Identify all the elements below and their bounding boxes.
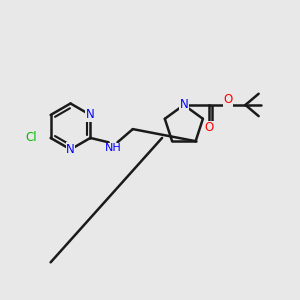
Text: Cl: Cl	[25, 131, 37, 144]
Text: NH: NH	[105, 143, 122, 153]
Text: O: O	[224, 93, 233, 106]
Text: O: O	[204, 122, 214, 134]
Text: N: N	[179, 98, 188, 111]
Text: N: N	[66, 143, 75, 156]
Text: N: N	[86, 109, 95, 122]
